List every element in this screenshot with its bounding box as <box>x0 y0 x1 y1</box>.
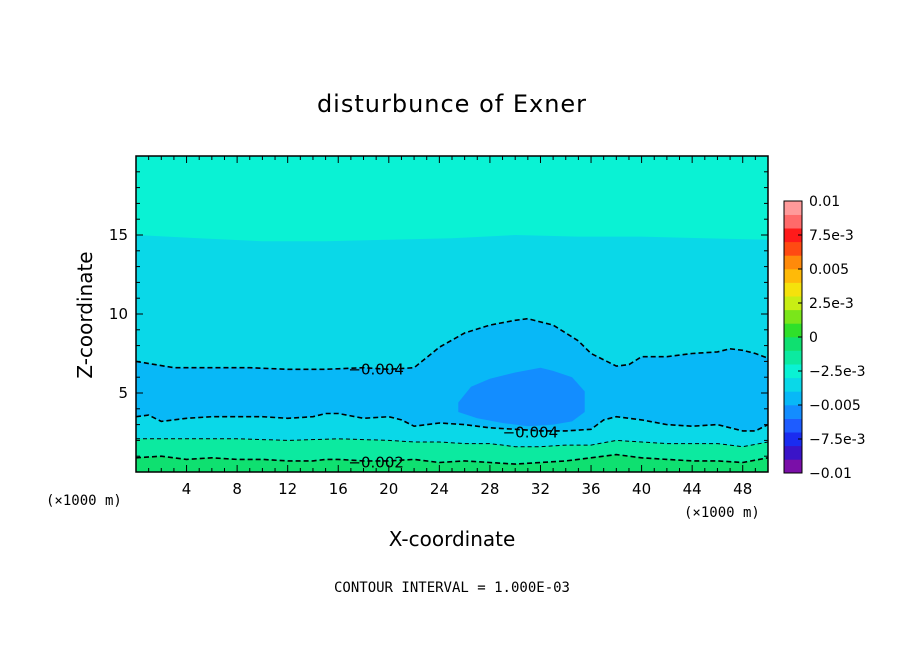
x-axis-label: X-coordinate <box>389 527 516 551</box>
colorbar-label: −2.5e-3 <box>809 364 866 380</box>
x-tick-label: 24 <box>430 480 449 498</box>
x-tick-label: 36 <box>581 480 600 498</box>
x-tick-label: 48 <box>733 480 752 498</box>
y-tick-label: 10 <box>109 305 128 323</box>
contour-label: −0.004 <box>503 424 559 442</box>
colorbar-segment <box>784 391 802 406</box>
colorbar-segment <box>784 255 802 270</box>
contour-label: −0.004 <box>348 360 404 378</box>
x-unit-right: (×1000 m) <box>684 505 760 521</box>
x-tick-label: 40 <box>632 480 651 498</box>
colorbar-segment <box>784 282 802 297</box>
colorbar-segment <box>784 405 802 419</box>
colorbar-label: 2.5e-3 <box>809 296 854 312</box>
colorbar-segment <box>784 377 802 392</box>
region-fill-mid <box>136 318 768 431</box>
contour-line <box>135 317 769 371</box>
colorbar-label: 0 <box>809 330 818 346</box>
colorbar-segment <box>784 350 802 365</box>
colorbar-segment <box>784 445 802 460</box>
colorbar-segment <box>784 228 802 243</box>
colorbar-segment <box>784 296 802 311</box>
x-tick-label: 28 <box>480 480 499 498</box>
colorbar-segment <box>784 309 802 324</box>
colorbar-segment <box>784 214 802 229</box>
colorbar-segment <box>784 337 802 351</box>
colorbar-label: −0.01 <box>809 466 852 482</box>
contour-line <box>136 438 769 448</box>
x-tick-label: 8 <box>232 480 242 498</box>
contour-interval-note: CONTOUR INTERVAL = 1.000E-03 <box>334 580 570 596</box>
y-axis-label: Z-coordinate <box>73 251 97 378</box>
colorbar: 0.01 7.5e-3 0.005 2.5e-3 0 −2.5e-3 −0.005 −7.5e… <box>783 194 866 482</box>
colorbar-segment <box>784 241 802 256</box>
colorbar-label: −7.5e-3 <box>809 432 866 448</box>
colorbar-segment <box>784 269 802 283</box>
x-tick-label: 44 <box>683 480 702 498</box>
contour-label: −0.002 <box>348 454 404 472</box>
y-tick-label: 5 <box>118 384 128 402</box>
colorbar-label: 0.005 <box>809 262 849 278</box>
chart-title: disturbunce of Exner <box>317 90 587 118</box>
contour-line <box>135 453 769 465</box>
x-tick-label: 12 <box>278 480 297 498</box>
colorbar-segment <box>784 323 802 338</box>
colorbar-label: 0.01 <box>809 194 840 210</box>
x-tick-label: 32 <box>531 480 550 498</box>
contour-line <box>135 412 769 432</box>
colorbar-segment <box>784 459 802 474</box>
colorbar-label: 7.5e-3 <box>809 228 854 244</box>
y-tick-label: 15 <box>109 226 128 244</box>
colorbar-segment <box>784 201 802 215</box>
x-tick-label: 4 <box>182 480 192 498</box>
x-unit-left: (×1000 m) <box>46 493 122 509</box>
colorbar-segment <box>784 432 802 447</box>
colorbar-segment <box>784 418 802 433</box>
x-tick-label: 16 <box>329 480 348 498</box>
colorbar-label: −0.005 <box>809 398 861 414</box>
colorbar-segment <box>784 364 802 379</box>
x-tick-label: 20 <box>379 480 398 498</box>
region-fill-bottom <box>136 454 768 472</box>
region-fill-core <box>458 367 585 427</box>
